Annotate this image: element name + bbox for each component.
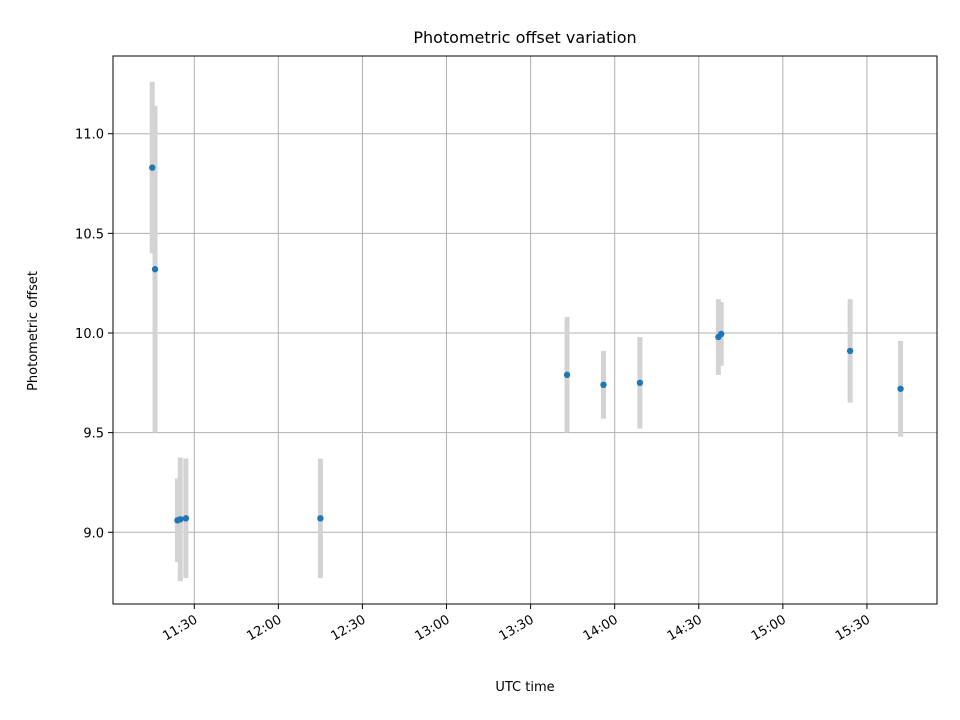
y-tick-label: 9.5 xyxy=(83,427,104,442)
data-point xyxy=(177,516,184,523)
y-tick-label: 9.0 xyxy=(83,526,104,541)
chart-title: Photometric offset variation xyxy=(413,28,636,47)
data-point xyxy=(317,515,324,522)
data-point xyxy=(897,385,904,392)
y-axis-ticks: 9.0 9.5 10.0 10.5 11.0 xyxy=(75,128,113,541)
data-point xyxy=(149,164,156,171)
plot-frame xyxy=(112,55,938,605)
data-point xyxy=(717,330,725,338)
data-points xyxy=(149,164,904,524)
data-point xyxy=(563,371,571,379)
x-axis-label: UTC time xyxy=(495,680,554,695)
y-tick-label: 11.0 xyxy=(75,128,104,143)
y-tick-label: 10.0 xyxy=(75,327,104,342)
data-point xyxy=(846,347,854,355)
y-axis-label: Photometric offset xyxy=(26,271,41,391)
data-point xyxy=(600,381,607,388)
data-point xyxy=(182,515,190,522)
grid xyxy=(113,56,937,604)
data-point xyxy=(151,266,159,273)
y-tick-label: 10.5 xyxy=(75,227,104,242)
data-point xyxy=(636,379,644,387)
